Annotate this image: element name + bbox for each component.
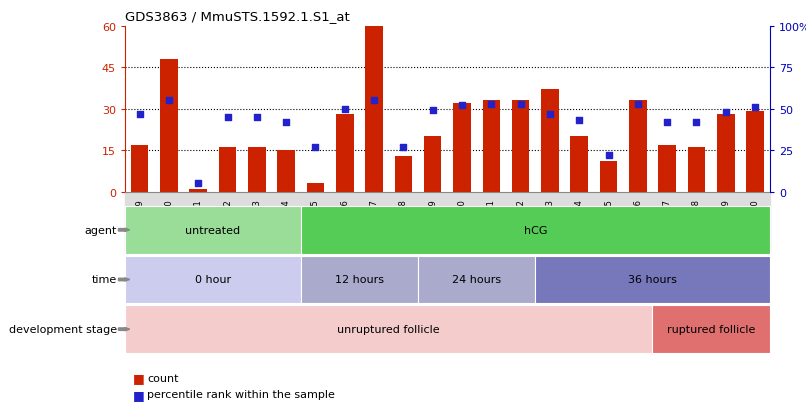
Text: percentile rank within the sample: percentile rank within the sample: [147, 389, 335, 399]
Bar: [248, 148, 266, 192]
Bar: [131, 145, 148, 192]
Bar: [218, 148, 236, 192]
Text: untreated: untreated: [185, 225, 240, 235]
Bar: [541, 90, 559, 192]
Text: development stage: development stage: [9, 324, 117, 335]
Point: [455, 103, 468, 109]
Bar: [395, 156, 412, 192]
Point: [602, 152, 615, 159]
Text: ■: ■: [133, 371, 145, 385]
Bar: [336, 115, 354, 192]
Bar: [160, 60, 177, 192]
Point: [543, 111, 556, 118]
Point: [426, 108, 439, 114]
Bar: [600, 162, 617, 192]
Bar: [512, 101, 530, 192]
Text: count: count: [147, 373, 179, 383]
Text: 12 hours: 12 hours: [335, 275, 384, 285]
Text: agent: agent: [85, 225, 117, 235]
Point: [749, 104, 762, 111]
Bar: [659, 145, 676, 192]
Bar: [746, 112, 764, 192]
Bar: [688, 148, 705, 192]
Bar: [306, 184, 324, 192]
Point: [514, 101, 527, 108]
Point: [339, 106, 351, 113]
Point: [368, 98, 380, 104]
Bar: [571, 137, 588, 192]
Bar: [189, 189, 207, 192]
Text: time: time: [92, 275, 117, 285]
Text: unruptured follicle: unruptured follicle: [338, 324, 440, 335]
Text: 0 hour: 0 hour: [195, 275, 231, 285]
Bar: [277, 151, 295, 192]
Text: hCG: hCG: [524, 225, 547, 235]
Point: [192, 180, 205, 187]
Point: [397, 144, 409, 151]
Bar: [424, 137, 442, 192]
Point: [661, 119, 674, 126]
Text: GDS3863 / MmuSTS.1592.1.S1_at: GDS3863 / MmuSTS.1592.1.S1_at: [125, 10, 350, 23]
Point: [133, 111, 146, 118]
Bar: [483, 101, 500, 192]
Bar: [453, 104, 471, 192]
Point: [251, 114, 264, 121]
Point: [221, 114, 234, 121]
Point: [163, 98, 176, 104]
Bar: [629, 101, 646, 192]
Text: 24 hours: 24 hours: [452, 275, 501, 285]
Text: ■: ■: [133, 388, 145, 401]
Bar: [717, 115, 734, 192]
Bar: [365, 27, 383, 192]
Text: 36 hours: 36 hours: [628, 275, 677, 285]
Text: ruptured follicle: ruptured follicle: [667, 324, 755, 335]
Point: [719, 109, 732, 116]
Point: [690, 119, 703, 126]
Point: [309, 144, 322, 151]
Point: [573, 118, 586, 124]
Point: [280, 119, 293, 126]
Point: [631, 101, 644, 108]
Point: [485, 101, 498, 108]
